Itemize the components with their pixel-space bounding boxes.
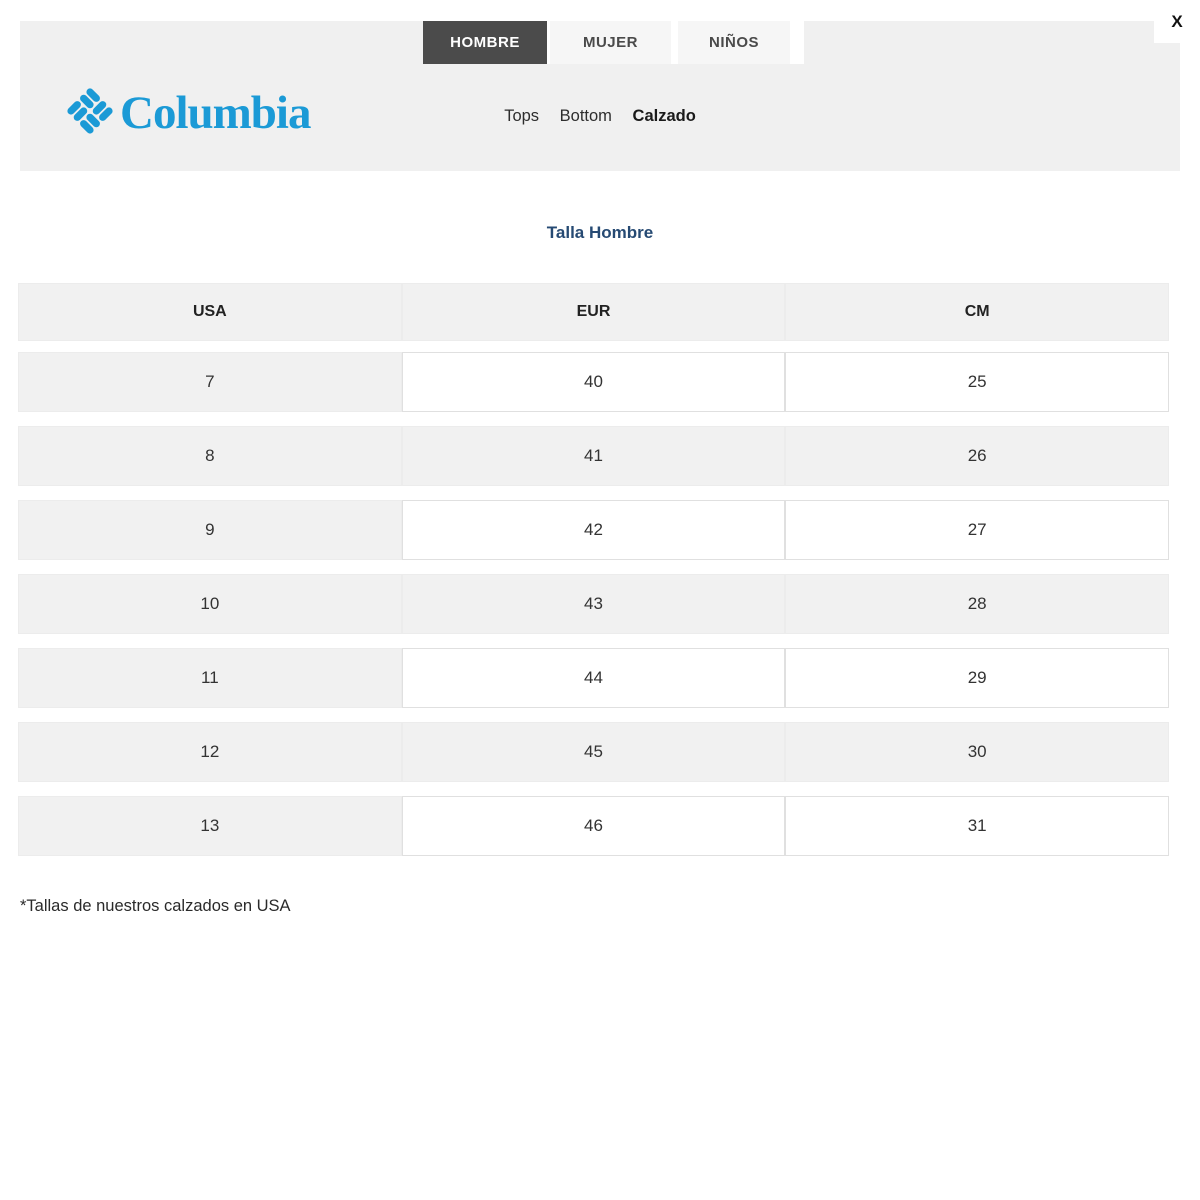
table-cell: 7	[18, 352, 402, 412]
table-row: 11 44 29	[18, 648, 1170, 708]
table-cell: 27	[785, 500, 1170, 560]
table-cell: 43	[401, 574, 786, 634]
columbia-logo: Columbia	[64, 85, 311, 142]
table-row: 7 40 25	[18, 352, 1170, 412]
table-row: 9 42 27	[18, 500, 1170, 560]
table-header-cell: USA	[18, 283, 402, 341]
tab-ninos[interactable]: NIÑOS	[678, 21, 790, 64]
tab-tops[interactable]: Tops	[504, 107, 540, 125]
table-cell: 10	[18, 574, 402, 634]
table-cell: 26	[785, 426, 1170, 486]
table-row: 8 41 26	[18, 426, 1170, 486]
table-cell: 8	[18, 426, 402, 486]
table-header-cell: CM	[785, 283, 1170, 341]
table-cell: 11	[18, 648, 402, 708]
tab-mujer[interactable]: MUJER	[550, 21, 671, 64]
table-cell: 46	[401, 796, 786, 856]
table-row: 13 46 31	[18, 796, 1170, 856]
header: Columbia HOMBRE MUJER NIÑOS Tops Bottom …	[20, 21, 1180, 171]
table-cell: 44	[401, 648, 786, 708]
table-cell: 41	[401, 426, 786, 486]
table-cell: 45	[401, 722, 786, 782]
table-cell: 30	[785, 722, 1170, 782]
category-tabs: Tops Bottom Calzado	[20, 107, 1180, 126]
table-cell: 25	[785, 352, 1170, 412]
size-table: USA EUR CM 7 40 25 8 41 26 9 42 27 10 43 28 11 44 29 12 45 3…	[18, 283, 1170, 870]
footnote: *Tallas de nuestros calzados en USA	[20, 897, 291, 915]
columbia-emblem-icon	[64, 85, 116, 142]
table-header-cell: EUR	[401, 283, 786, 341]
table-header-row: USA EUR CM	[18, 283, 1170, 341]
table-cell: 29	[785, 648, 1170, 708]
table-cell: 42	[401, 500, 786, 560]
table-cell: 12	[18, 722, 402, 782]
table-row: 12 45 30	[18, 722, 1170, 782]
table-cell: 40	[401, 352, 786, 412]
table-cell: 31	[785, 796, 1170, 856]
table-cell: 9	[18, 500, 402, 560]
table-cell: 28	[785, 574, 1170, 634]
table-cell: 13	[18, 796, 402, 856]
tab-calzado[interactable]: Calzado	[632, 107, 696, 125]
close-button[interactable]: X	[1154, 0, 1200, 43]
table-row: 10 43 28	[18, 574, 1170, 634]
columbia-wordmark: Columbia	[120, 87, 311, 139]
tab-hombre[interactable]: HOMBRE	[423, 21, 547, 64]
section-title: Talla Hombre	[546, 223, 654, 242]
gender-tabs: HOMBRE MUJER NIÑOS	[423, 21, 804, 64]
tab-bottom[interactable]: Bottom	[559, 107, 612, 125]
